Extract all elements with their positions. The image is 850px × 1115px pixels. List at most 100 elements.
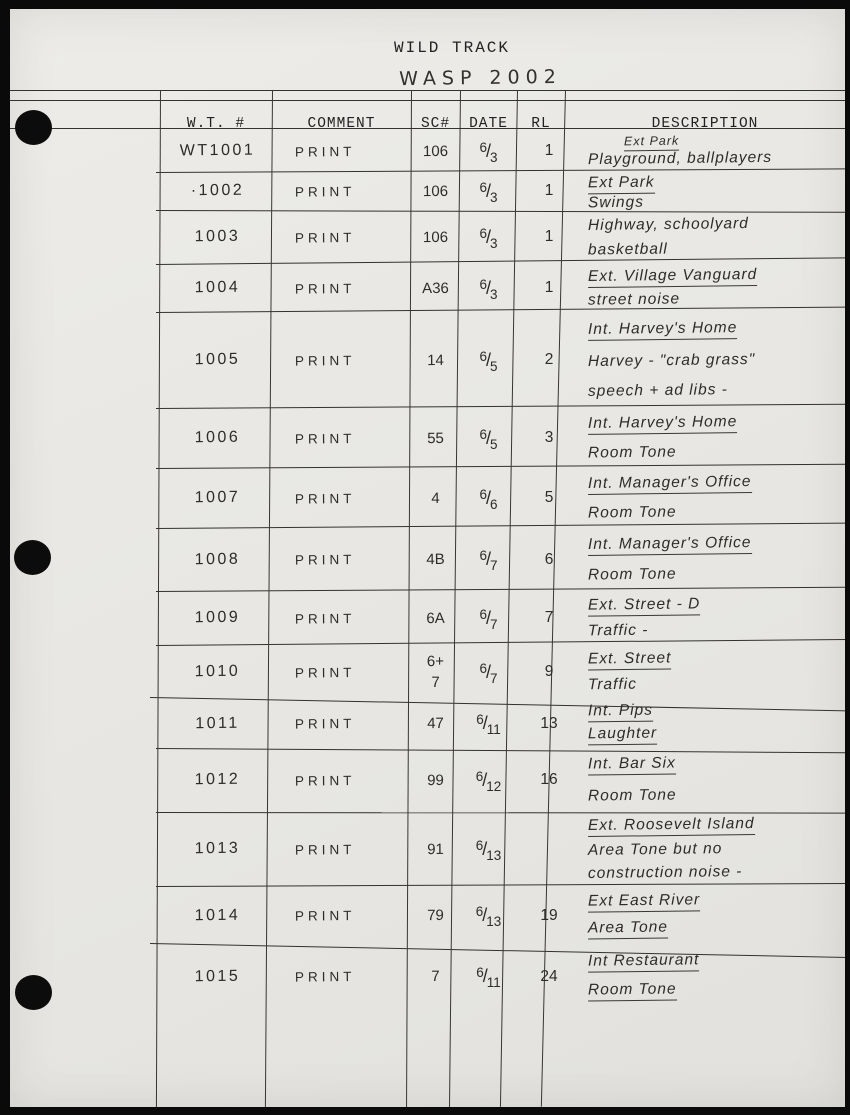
wt-number-cell: ·1002: [190, 181, 245, 200]
table-row: 1009 PRINT 6A 6/7 7 Ext. Street - D Traff…: [10, 591, 850, 645]
date-fraction: 6/7: [479, 660, 498, 686]
column-header-comment: COMMENT: [307, 115, 376, 132]
column-header-wt-number: W.T. #: [186, 115, 246, 132]
description-line: Room Tone: [587, 503, 677, 522]
description-cell: Int. Harvey's Home Harvey - "crab grass" s…: [587, 312, 848, 408]
comment-cell: PRINT: [294, 183, 356, 200]
date-fraction: 6/3: [479, 139, 498, 165]
paper-sheet: WILD TRACK WASP 2002 W.T. # COMMENT SC# …: [0, 9, 848, 1107]
comment-cell: PRINT: [294, 610, 356, 627]
scene-number-cell: 6A: [426, 609, 445, 627]
wt-number-cell: WT1001: [179, 141, 256, 160]
table-row: 1014 PRINT 79 6/13 19 Ext East River Area…: [10, 886, 850, 945]
description-cell: Int. Harvey's Home Room Tone: [587, 408, 848, 468]
date-fraction: 6/5: [479, 426, 498, 452]
description-line: Ext Park: [587, 173, 655, 195]
description-line: Ext. Street: [587, 649, 672, 671]
date-fraction: 6/11: [476, 965, 501, 990]
reel-number-cell: 1: [544, 142, 554, 159]
scan-edge-bottom: [0, 1107, 850, 1115]
comment-cell: PRINT: [294, 664, 356, 681]
description-line: Area Tone but no: [587, 840, 723, 860]
description-line: Ext Park: [623, 133, 680, 152]
description-line: Room Tone: [587, 443, 677, 462]
description-line: Ext. Roosevelt Island: [587, 815, 755, 838]
table-rule-horizontal: [0, 128, 845, 130]
scan-edge-top: [0, 0, 850, 9]
date-fraction: 6/13: [475, 837, 502, 863]
reel-number-cell: 2: [544, 351, 554, 368]
date-cell: 6/7: [461, 591, 516, 645]
date-cell: 6/13: [461, 812, 516, 886]
date-fraction: 6/3: [479, 179, 498, 205]
description-line: Room Tone: [587, 980, 677, 1002]
wt-number-cell: 1012: [194, 770, 241, 789]
description-line: Room Tone: [587, 565, 677, 584]
hole-punch-bottom: [15, 975, 52, 1010]
description-line: Area Tone: [587, 918, 669, 940]
wt-number-cell: 1005: [194, 350, 241, 369]
table-row: 1003 PRINT 106 6/3 1 Highway, schoolyard…: [10, 210, 850, 264]
date-fraction: 6/3: [479, 276, 498, 302]
description-line: Int. Pips: [587, 701, 654, 723]
table-row: 1007 PRINT 4 6/6 5 Int. Manager's Office…: [10, 468, 850, 528]
comment-cell: PRINT: [294, 772, 356, 789]
reel-number-cell: 9: [544, 663, 554, 680]
table-row: 1004 PRINT A36 6/3 1 Ext. Village Vangua…: [10, 264, 850, 312]
wt-number-cell: 1007: [194, 488, 241, 507]
wt-number-cell: 1013: [194, 839, 241, 858]
table-row: ·1002 PRINT 106 6/3 1 Ext Park Swings: [10, 172, 850, 212]
date-cell: 6/13: [461, 886, 516, 945]
description-line: Int. Harvey's Home: [587, 413, 738, 436]
comment-cell: PRINT: [294, 968, 356, 985]
comment-cell: PRINT: [294, 430, 356, 447]
date-cell: 6/11: [461, 945, 516, 1008]
date-cell: 6/3: [461, 264, 516, 312]
description-line: Highway, schoolyard: [587, 214, 749, 234]
date-cell: 6/3: [461, 130, 516, 172]
description-line: Int. Harvey's Home: [587, 319, 738, 342]
description-cell: Ext. Street - D Traffic -: [587, 591, 848, 645]
description-line: Laughter: [587, 724, 658, 746]
description-cell: Ext. Village Vanguard street noise: [587, 264, 848, 312]
wt-number-cell: 1011: [195, 714, 240, 732]
scene-number-cell: 4: [431, 489, 440, 507]
description-line: Ext. Village Vanguard: [587, 266, 758, 289]
date-fraction: 6/6: [479, 486, 498, 512]
description-cell: Ext. Roosevelt Island Area Tone but no con…: [587, 812, 848, 886]
scene-number-cell: A36: [422, 279, 449, 297]
reel-number-cell: 3: [544, 429, 554, 446]
page-subtitle: WASP 2002: [399, 65, 562, 91]
description-cell: Highway, schoolyard basketball: [588, 210, 848, 264]
table-row: 1010 PRINT 6+ 7 6/7 9 Ext. Street Traffic: [10, 645, 850, 699]
table-row: 1008 PRINT 4B 6/7 6 Int. Manager's Offic…: [10, 528, 850, 591]
description-cell: Int. Manager's Office Room Tone: [587, 468, 848, 528]
page-title: WILD TRACK: [393, 39, 510, 57]
reel-number-cell: 7: [544, 609, 554, 626]
date-fraction: 6/3: [479, 225, 498, 251]
description-cell: Int Restaurant Room Tone: [587, 945, 848, 1008]
date-cell: 6/5: [461, 408, 516, 468]
table-row: 1015 PRINT 7 6/11 24 Int Restaurant Room …: [10, 945, 850, 1008]
table-rule-horizontal: [10, 100, 845, 102]
description-line: street noise: [587, 290, 681, 309]
description-line: Int. Manager's Office: [587, 473, 752, 496]
date-cell: 6/6: [461, 468, 516, 528]
description-line: speech + ad libs -: [587, 381, 729, 401]
reel-number-cell: 19: [540, 906, 558, 924]
table-row: WT1001 PRINT 106 6/3 1 Ext Park Playgroun…: [10, 130, 850, 172]
description-line: Playground, ballplayers: [587, 148, 773, 169]
wt-number-cell: 1009: [194, 608, 241, 627]
reel-number-cell: 1: [544, 279, 554, 296]
column-header-sc-number: SC#: [420, 115, 451, 132]
comment-cell: PRINT: [294, 143, 356, 160]
description-line: Int Restaurant: [587, 950, 700, 973]
description-cell: Ext. Street Traffic: [587, 645, 848, 699]
wt-number-cell: 1003: [194, 227, 241, 246]
reel-number-cell: 5: [544, 489, 554, 506]
comment-cell: PRINT: [294, 280, 356, 297]
comment-cell: PRINT: [294, 352, 356, 369]
scene-number-cell: 106: [422, 182, 449, 200]
table-row: 1013 PRINT 91 6/13 Ext. Roosevelt Island…: [10, 812, 850, 886]
